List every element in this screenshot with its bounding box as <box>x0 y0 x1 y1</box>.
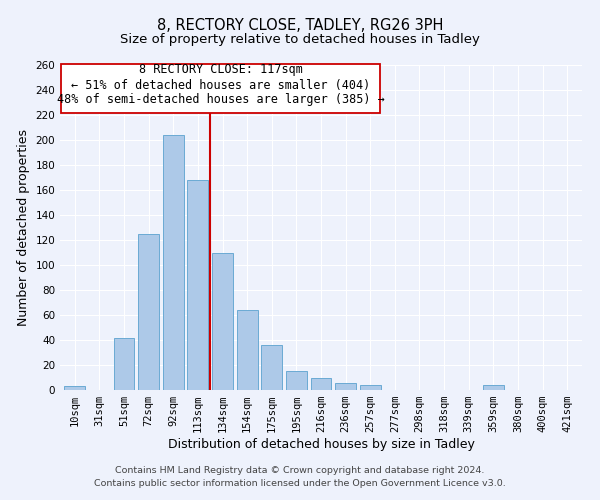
Bar <box>138 234 159 390</box>
Text: 8 RECTORY CLOSE: 117sqm: 8 RECTORY CLOSE: 117sqm <box>139 64 302 76</box>
Text: 8, RECTORY CLOSE, TADLEY, RG26 3PH: 8, RECTORY CLOSE, TADLEY, RG26 3PH <box>157 18 443 32</box>
Text: 48% of semi-detached houses are larger (385) →: 48% of semi-detached houses are larger (… <box>57 94 385 106</box>
Text: Contains HM Land Registry data © Crown copyright and database right 2024.
Contai: Contains HM Land Registry data © Crown c… <box>94 466 506 487</box>
Text: ← 51% of detached houses are smaller (404): ← 51% of detached houses are smaller (40… <box>71 78 370 92</box>
FancyBboxPatch shape <box>61 64 380 112</box>
Bar <box>236 310 257 390</box>
Bar <box>163 135 184 390</box>
Bar <box>286 371 307 390</box>
Bar <box>64 386 85 390</box>
Bar <box>311 378 331 390</box>
X-axis label: Distribution of detached houses by size in Tadley: Distribution of detached houses by size … <box>167 438 475 451</box>
Bar <box>360 385 381 390</box>
Bar <box>187 180 208 390</box>
Y-axis label: Number of detached properties: Number of detached properties <box>17 129 30 326</box>
Bar <box>261 345 282 390</box>
Bar <box>483 385 504 390</box>
Bar <box>212 252 233 390</box>
Bar <box>113 338 134 390</box>
Text: Size of property relative to detached houses in Tadley: Size of property relative to detached ho… <box>120 32 480 46</box>
Bar <box>335 382 356 390</box>
